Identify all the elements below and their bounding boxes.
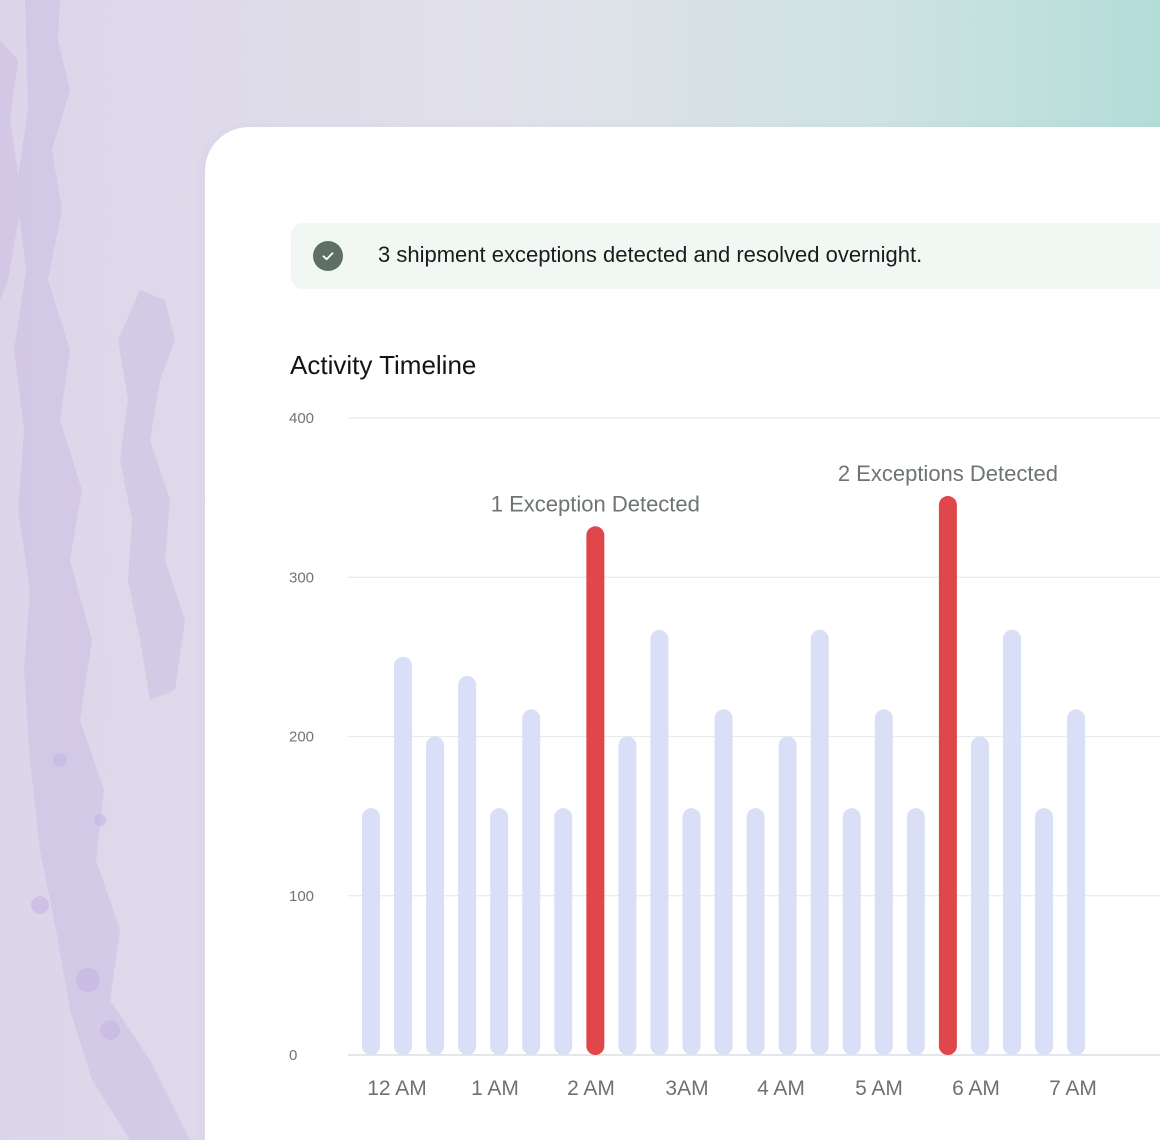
bar (746, 808, 765, 1055)
x-tick-label: 4 AM (757, 1077, 805, 1100)
bar (362, 808, 380, 1055)
check-circle-icon (313, 241, 343, 271)
y-tick-label: 100 (289, 888, 314, 905)
status-alert: 3 shipment exceptions detected and resol… (291, 223, 1160, 289)
bar (906, 808, 925, 1055)
y-tick-label: 400 (289, 410, 314, 427)
bar (810, 629, 829, 1055)
x-tick-label: 6 AM (952, 1077, 1000, 1100)
bar (874, 709, 893, 1055)
bar (1003, 629, 1021, 1055)
dashboard-card: 3 shipment exceptions detected and resol… (205, 127, 1160, 1140)
y-tick-label: 0 (289, 1047, 297, 1064)
x-tick-label: 2 AM (567, 1077, 615, 1100)
bar (490, 808, 509, 1055)
y-tick-label: 300 (289, 569, 314, 586)
chart-title: Activity Timeline (290, 350, 477, 380)
activity-timeline-chart: 0 100 200 300 400 12 AM 1 AM 2 AM 3AM 4 AM 5 AM 6 A… (289, 410, 1160, 1100)
exception-bar (938, 496, 957, 1056)
exception-bar (586, 526, 605, 1055)
bar (458, 675, 477, 1055)
bar (682, 808, 701, 1055)
bar (842, 808, 861, 1055)
bar (1035, 808, 1054, 1055)
alert-message: 3 shipment exceptions detected and resol… (378, 242, 923, 267)
bar (714, 709, 733, 1055)
bar (426, 736, 445, 1055)
bar (394, 656, 413, 1055)
annotation-label: 1 Exception Detected (491, 491, 700, 516)
x-tick-label: 12 AM (367, 1077, 427, 1100)
bar (554, 808, 573, 1055)
x-tick-label: 5 AM (855, 1077, 903, 1100)
x-tick-label: 1 AM (471, 1077, 519, 1100)
bar (778, 736, 797, 1055)
bar (522, 709, 541, 1055)
bar (1067, 709, 1086, 1055)
x-tick-label: 3AM (665, 1077, 708, 1100)
annotation-label: 2 Exceptions Detected (838, 461, 1058, 486)
bar (970, 736, 989, 1055)
bar (650, 629, 669, 1055)
y-tick-label: 200 (289, 729, 314, 746)
bar (618, 736, 637, 1055)
x-tick-label: 7 AM (1049, 1077, 1097, 1100)
